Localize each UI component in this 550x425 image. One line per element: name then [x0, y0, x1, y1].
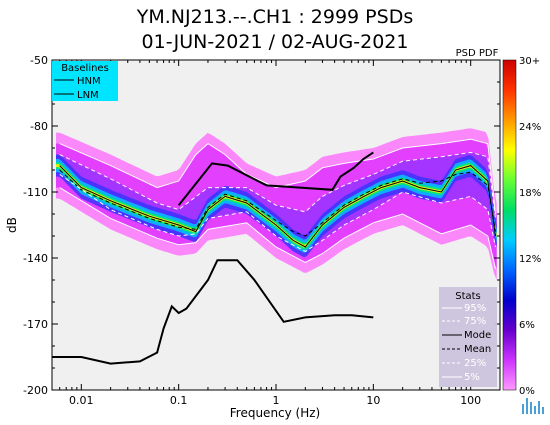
statistics-lines [52, 138, 496, 365]
series-line-25pct [59, 173, 496, 252]
baselines-legend: Baselines HNM LNM [52, 61, 118, 101]
colorbar-title: PSD PDF [456, 48, 499, 59]
stats-mode-label: Mode [464, 330, 491, 341]
x-tick-label: 100 [460, 394, 481, 407]
stats-legend: Stats 95% 75% Mode Mean 25% 5% [439, 287, 497, 387]
lnm-baseline-line [52, 259, 374, 365]
y-tick-label: -80 [30, 120, 48, 133]
x-axis-label: Frequency (Hz) [230, 406, 321, 420]
stats-mean-label: Mean [464, 344, 491, 355]
stats-25-label: 25% [464, 358, 486, 369]
density-core-yellow [56, 164, 497, 248]
waveform-logo-icon [522, 398, 544, 414]
title-line-2: 01-JUN-2021 / 02-AUG-2021 [141, 31, 409, 53]
stats-5-label: 5% [464, 372, 480, 383]
series-line-mode [59, 165, 496, 248]
x-tick-label: 0.01 [69, 394, 94, 407]
lnm-legend-label: LNM [77, 90, 99, 101]
baselines-legend-title: Baselines [61, 63, 109, 74]
stats-95-label: 95% [464, 303, 486, 314]
hnm-baseline-line [177, 151, 374, 206]
x-tick-label: 10 [366, 394, 380, 407]
y-tick-label: -140 [23, 252, 48, 265]
y-tick-label: -50 [30, 54, 48, 67]
series-line-75pct [59, 151, 496, 219]
x-tick-label: 1 [273, 394, 280, 407]
hnm-legend-label: HNM [77, 76, 101, 87]
series-line-5pct [59, 187, 496, 270]
colorbar: PSD PDF 30+ 24% 18% 12% 6% 0% [456, 48, 542, 397]
colorbar-tick-label: 30+ [519, 56, 540, 67]
y-tick-label: -170 [23, 318, 48, 331]
colorbar-tick-label: 12% [519, 254, 541, 265]
colorbar-tick-label: 0% [519, 386, 535, 397]
title-line-1: YM.NJ213.--.CH1 : 2999 PSDs [136, 6, 414, 28]
series-line-95pct [59, 138, 496, 215]
stats-legend-box [439, 287, 497, 387]
y-tick-label: -200 [23, 384, 48, 397]
stats-75-label: 75% [464, 316, 486, 327]
colorbar-scale [502, 59, 517, 391]
x-tick-label: 0.1 [170, 394, 188, 407]
colorbar-tick-label: 18% [519, 188, 541, 199]
colorbar-tick-label: 24% [519, 122, 541, 133]
stats-legend-title: Stats [455, 291, 481, 302]
x-axis: 0.01 0.1 1 10 100 [51, 60, 501, 407]
y-tick-label: -110 [23, 186, 48, 199]
y-axis: -50 -80 -110 -140 -170 -200 [23, 54, 500, 397]
series-line-mean [59, 169, 496, 237]
y-axis-label: dB [5, 217, 19, 233]
colorbar-tick-label: 6% [519, 320, 535, 331]
